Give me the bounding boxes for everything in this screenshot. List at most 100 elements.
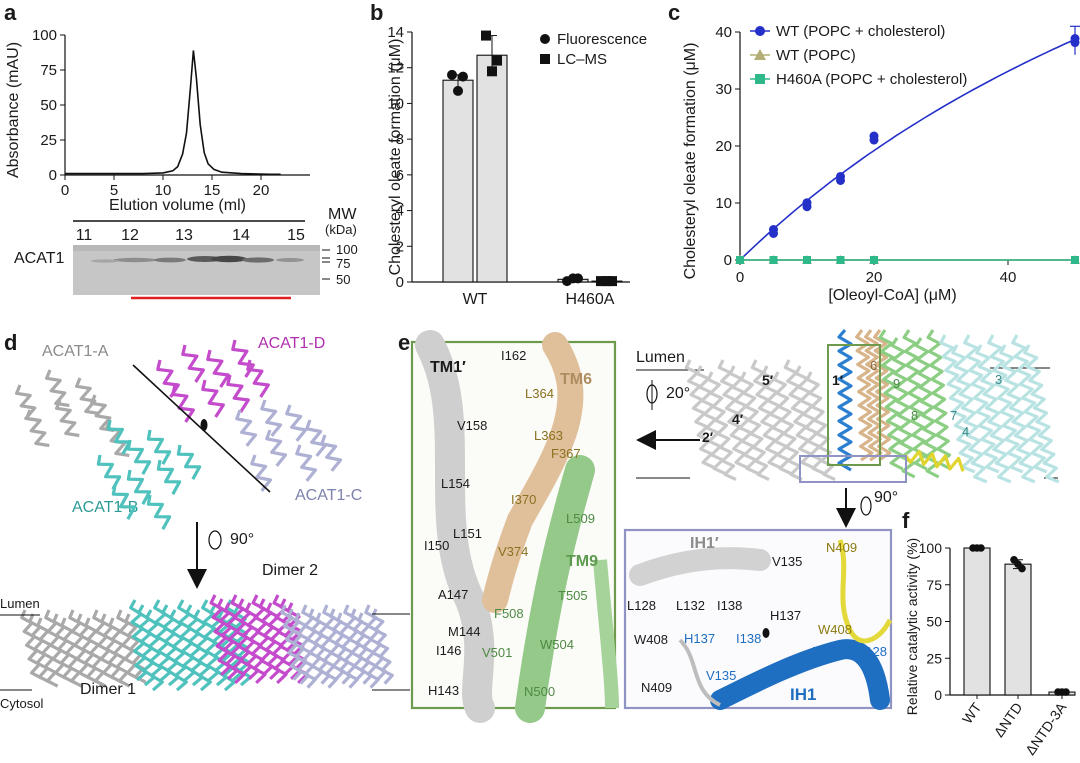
y-axis-label: Relative catalytic activity (%) [904,538,920,715]
helix [146,429,172,465]
helix [772,371,803,481]
rotation-icon [860,496,872,516]
fit-curve [739,38,1076,261]
rotation-label: 90° [230,531,254,548]
x-tick-label: H460A [566,291,615,308]
helix [902,329,928,471]
helix [250,454,273,492]
residue-label: I138 [717,598,742,613]
helix [926,329,952,471]
y-tick-label: 75 [40,62,57,79]
helix [864,329,883,462]
helix [60,617,83,688]
gel-image: 11 12 13 14 15 ACAT1 MW (kDa) 100 75 50 [14,206,358,300]
elution-trace [65,50,281,176]
fraction-label: 15 [287,227,305,244]
panel-letter-e: e [398,330,410,355]
helix [951,344,988,484]
panel-letter-d: d [4,330,17,355]
y-tick-label: 8 [396,131,404,148]
fraction-label: 11 [76,227,93,244]
data-point [736,256,744,264]
residue-label: H137 [684,631,715,646]
y-axis-label: Cholesteryl oleate formation (μM) [682,43,699,280]
gel-lane-area [73,245,320,295]
data-point [447,69,457,80]
label-ih1-prime: IH1′ [690,535,719,552]
helix [75,377,100,416]
x-tick-label: 20 [253,182,270,199]
helix [55,399,80,438]
data-point [602,276,612,287]
residue-label: N409 [826,540,857,555]
zoom-region-blue [799,455,907,483]
helix [84,617,107,688]
bar [442,79,474,283]
y-tick-label: 50 [926,614,942,630]
data-point [836,175,845,185]
legend-label: H460A (POPC + cholesterol) [776,71,967,88]
chart-a-elution-profile: 0 25 50 75 100 0 5 10 15 20 Elution volume (ml) Abs… [5,27,310,214]
y-tick-label: 10 [387,95,404,112]
helix [96,454,122,490]
gel-band [242,257,274,263]
y-tick-label: 10 [715,195,732,212]
helix [231,339,255,378]
legend-label: LC–MS [557,51,607,68]
data-point [973,544,981,552]
data-point [869,135,879,145]
helix [176,444,202,480]
y-tick-label: 0 [396,274,404,291]
residue-label: I138 [736,631,761,646]
helix-number: 8 [911,408,918,423]
helix [105,419,130,458]
bar [476,54,508,283]
data-point [487,66,497,77]
x-axis-label: [Oleoyl-CoA] (μM) [828,287,956,304]
data-point [568,273,578,284]
helix [156,459,182,495]
x-tick-label: 40 [1000,269,1017,286]
residue-label: M144 [448,624,481,639]
residue-label: V135 [772,554,802,569]
x-tick-label: WT [463,291,488,308]
label-lumen: Lumen [0,596,40,611]
data-point [1071,256,1079,264]
x-tick-label: 0 [61,182,69,199]
helix [305,419,328,457]
residue-label: N409 [641,680,672,695]
helix [246,359,270,398]
residue-label: V501 [482,645,512,660]
rotation-label: 90° [874,489,898,506]
overview-helices [684,328,1060,484]
panel-letter-a: a [4,0,17,25]
ih1-interface-detail: IH1′ IH1 V135 L128 L132 I138 H137 W408 N… [627,535,893,710]
helix [739,371,770,481]
legend-marker [540,34,550,44]
y-tick-label: 100 [919,540,943,556]
helix-tm1 [415,330,495,723]
legend-marker [755,74,765,84]
data-point [802,202,812,212]
helix [265,429,288,467]
helix-number: 1′ [832,372,844,388]
label-ih1: IH1 [790,685,816,704]
gel-protein-label: ACAT1 [14,250,64,267]
gel-band [154,257,186,263]
panel-letter-f: f [902,508,910,533]
y-tick-label: 20 [715,138,732,155]
residue-label: L132 [812,644,841,659]
helix [260,399,283,437]
residue-label: N500 [524,684,555,699]
helix [706,371,737,481]
helix-number: 4 [962,424,969,439]
residue-label: W504 [540,637,574,652]
helix [171,384,195,423]
helix [914,337,940,479]
helix [126,469,152,505]
helix [181,344,205,383]
data-point [596,276,606,287]
helix-edge [593,559,619,709]
residue-label: V158 [457,418,487,433]
